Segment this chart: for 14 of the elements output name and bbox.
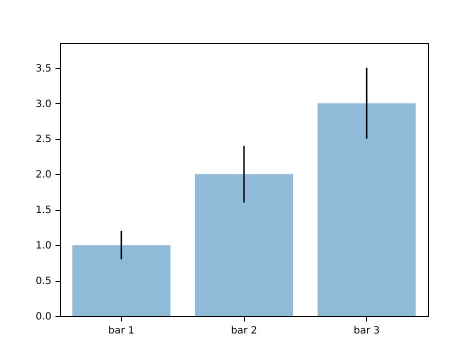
y-tick-label: 1.0 [36, 240, 52, 252]
y-tick-label: 0.0 [36, 312, 52, 322]
y-tick-label: 2.5 [36, 134, 52, 146]
y-tick-label: 1.5 [36, 205, 52, 216]
y-tick-label: 0.5 [36, 276, 52, 288]
y-tick-label: 3.0 [36, 98, 52, 110]
x-tick-label: bar 2 [230, 326, 258, 336]
x-tick-label: bar 3 [354, 326, 380, 336]
y-tick-label: 3.5 [36, 63, 52, 74]
bar [72, 245, 170, 316]
bar [318, 103, 416, 316]
y-tick-label: 2.0 [36, 170, 52, 181]
x-tick-label: bar 1 [108, 326, 134, 336]
bar [194, 174, 294, 316]
